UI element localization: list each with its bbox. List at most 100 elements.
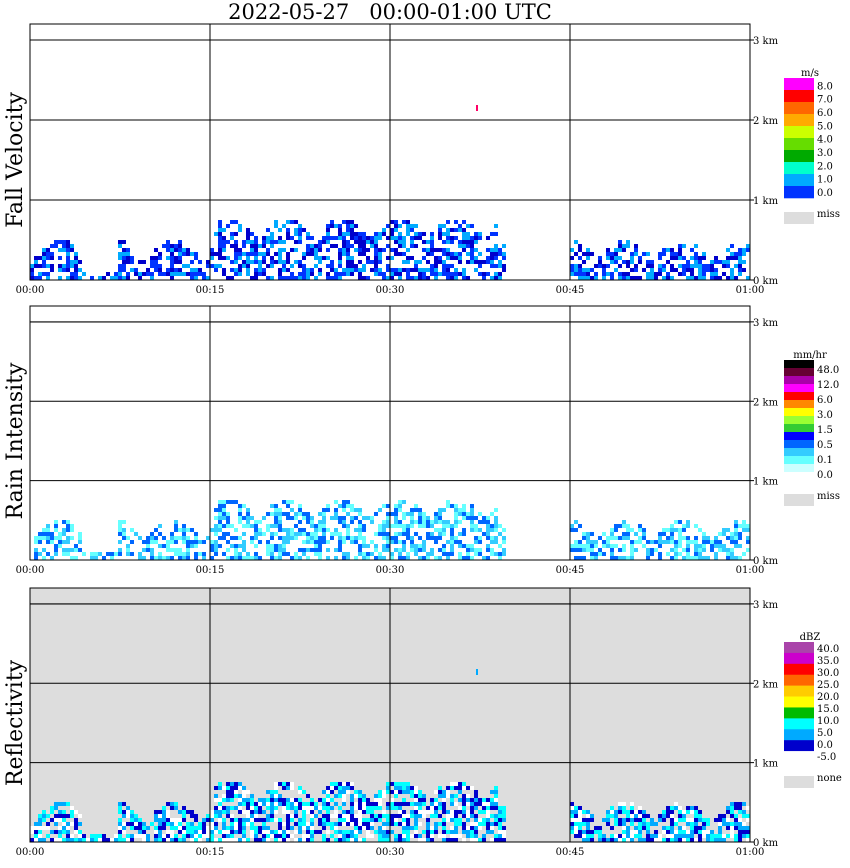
- echo-cell: [262, 244, 266, 248]
- echo-cell: [346, 830, 350, 834]
- echo-cell: [590, 252, 594, 256]
- echo-cell: [718, 838, 722, 842]
- echo-cell: [310, 830, 314, 834]
- echo-cell: [466, 544, 470, 548]
- echo-cell: [358, 798, 362, 802]
- echo-cell: [298, 806, 302, 810]
- echo-cell: [266, 512, 270, 516]
- echo-cell: [314, 814, 318, 818]
- echo-cell: [474, 794, 478, 798]
- echo-cell: [286, 782, 290, 786]
- echo-cell: [66, 248, 70, 252]
- echo-cell: [698, 810, 702, 814]
- echo-cell: [574, 544, 578, 548]
- echo-cell: [394, 268, 398, 272]
- echo-cell: [446, 276, 450, 280]
- echo-cell: [342, 244, 346, 248]
- echo-cell: [286, 512, 290, 516]
- echo-cell: [618, 810, 622, 814]
- echo-cell: [326, 248, 330, 252]
- echo-cell: [614, 822, 618, 826]
- echo-cell: [350, 798, 354, 802]
- echo-cell: [62, 814, 66, 818]
- echo-cell: [670, 268, 674, 272]
- echo-cell: [66, 838, 70, 842]
- echo-cell: [34, 540, 38, 544]
- echo-cell: [246, 272, 250, 276]
- echo-cell: [222, 794, 226, 798]
- echo-cell: [730, 268, 734, 272]
- echo-cell: [118, 548, 122, 552]
- echo-cell: [366, 810, 370, 814]
- echo-cell: [42, 548, 46, 552]
- echo-cell: [594, 552, 598, 556]
- echo-cell: [122, 810, 126, 814]
- echo-cell: [230, 536, 234, 540]
- echo-cell: [154, 260, 158, 264]
- echo-cell: [282, 810, 286, 814]
- legend-label: 1.0: [817, 175, 833, 186]
- echo-cell: [178, 552, 182, 556]
- echo-cell: [254, 818, 258, 822]
- echo-cell: [482, 532, 486, 536]
- echo-cell: [102, 834, 106, 838]
- echo-cell: [682, 244, 686, 248]
- echo-cell: [430, 802, 434, 806]
- echo-cell: [350, 520, 354, 524]
- echo-cell: [126, 276, 130, 280]
- echo-cell: [282, 798, 286, 802]
- echo-cell: [414, 276, 418, 280]
- echo-cell: [694, 544, 698, 548]
- echo-cell: [630, 556, 634, 560]
- echo-cell: [146, 272, 150, 276]
- echo-cell: [438, 556, 442, 560]
- echo-cell: [626, 556, 630, 560]
- echo-cell: [214, 830, 218, 834]
- echo-cell: [674, 540, 678, 544]
- echo-cell: [210, 544, 214, 548]
- echo-cell: [118, 818, 122, 822]
- echo-cell: [450, 798, 454, 802]
- echo-cell: [210, 810, 214, 814]
- echo-cell: [70, 556, 74, 560]
- echo-cell: [74, 548, 78, 552]
- echo-cell: [674, 520, 678, 524]
- echo-cell: [442, 260, 446, 264]
- echo-cell: [622, 244, 626, 248]
- echo-cell: [502, 256, 506, 260]
- legend-label: 3.0: [817, 148, 833, 159]
- echo-cell: [606, 264, 610, 268]
- legend-miss-label: miss: [817, 491, 840, 502]
- echo-cell: [190, 810, 194, 814]
- echo-cell: [602, 272, 606, 276]
- echo-cell: [370, 240, 374, 244]
- echo-cell: [202, 552, 206, 556]
- echo-cell: [742, 826, 746, 830]
- echo-cell: [466, 516, 470, 520]
- echo-cell: [290, 806, 294, 810]
- echo-cell: [410, 524, 414, 528]
- echo-cell: [54, 830, 58, 834]
- echo-cell: [586, 818, 590, 822]
- echo-cell: [742, 252, 746, 256]
- echo-cell: [442, 264, 446, 268]
- echo-cell: [306, 540, 310, 544]
- echo-cell: [262, 256, 266, 260]
- echo-cell: [234, 786, 238, 790]
- echo-cell: [282, 264, 286, 268]
- echo-cell: [110, 838, 114, 842]
- echo-cell: [334, 516, 338, 520]
- echo-cell: [418, 520, 422, 524]
- echo-cell: [650, 540, 654, 544]
- echo-cell: [434, 272, 438, 276]
- echo-cell: [474, 540, 478, 544]
- echo-cell: [386, 838, 390, 842]
- echo-cell: [238, 818, 242, 822]
- echo-cell: [126, 834, 130, 838]
- echo-cell: [314, 528, 318, 532]
- echo-cell: [314, 248, 318, 252]
- echo-cell: [282, 536, 286, 540]
- echo-cell: [450, 532, 454, 536]
- echo-cell: [222, 508, 226, 512]
- echo-cell: [394, 838, 398, 842]
